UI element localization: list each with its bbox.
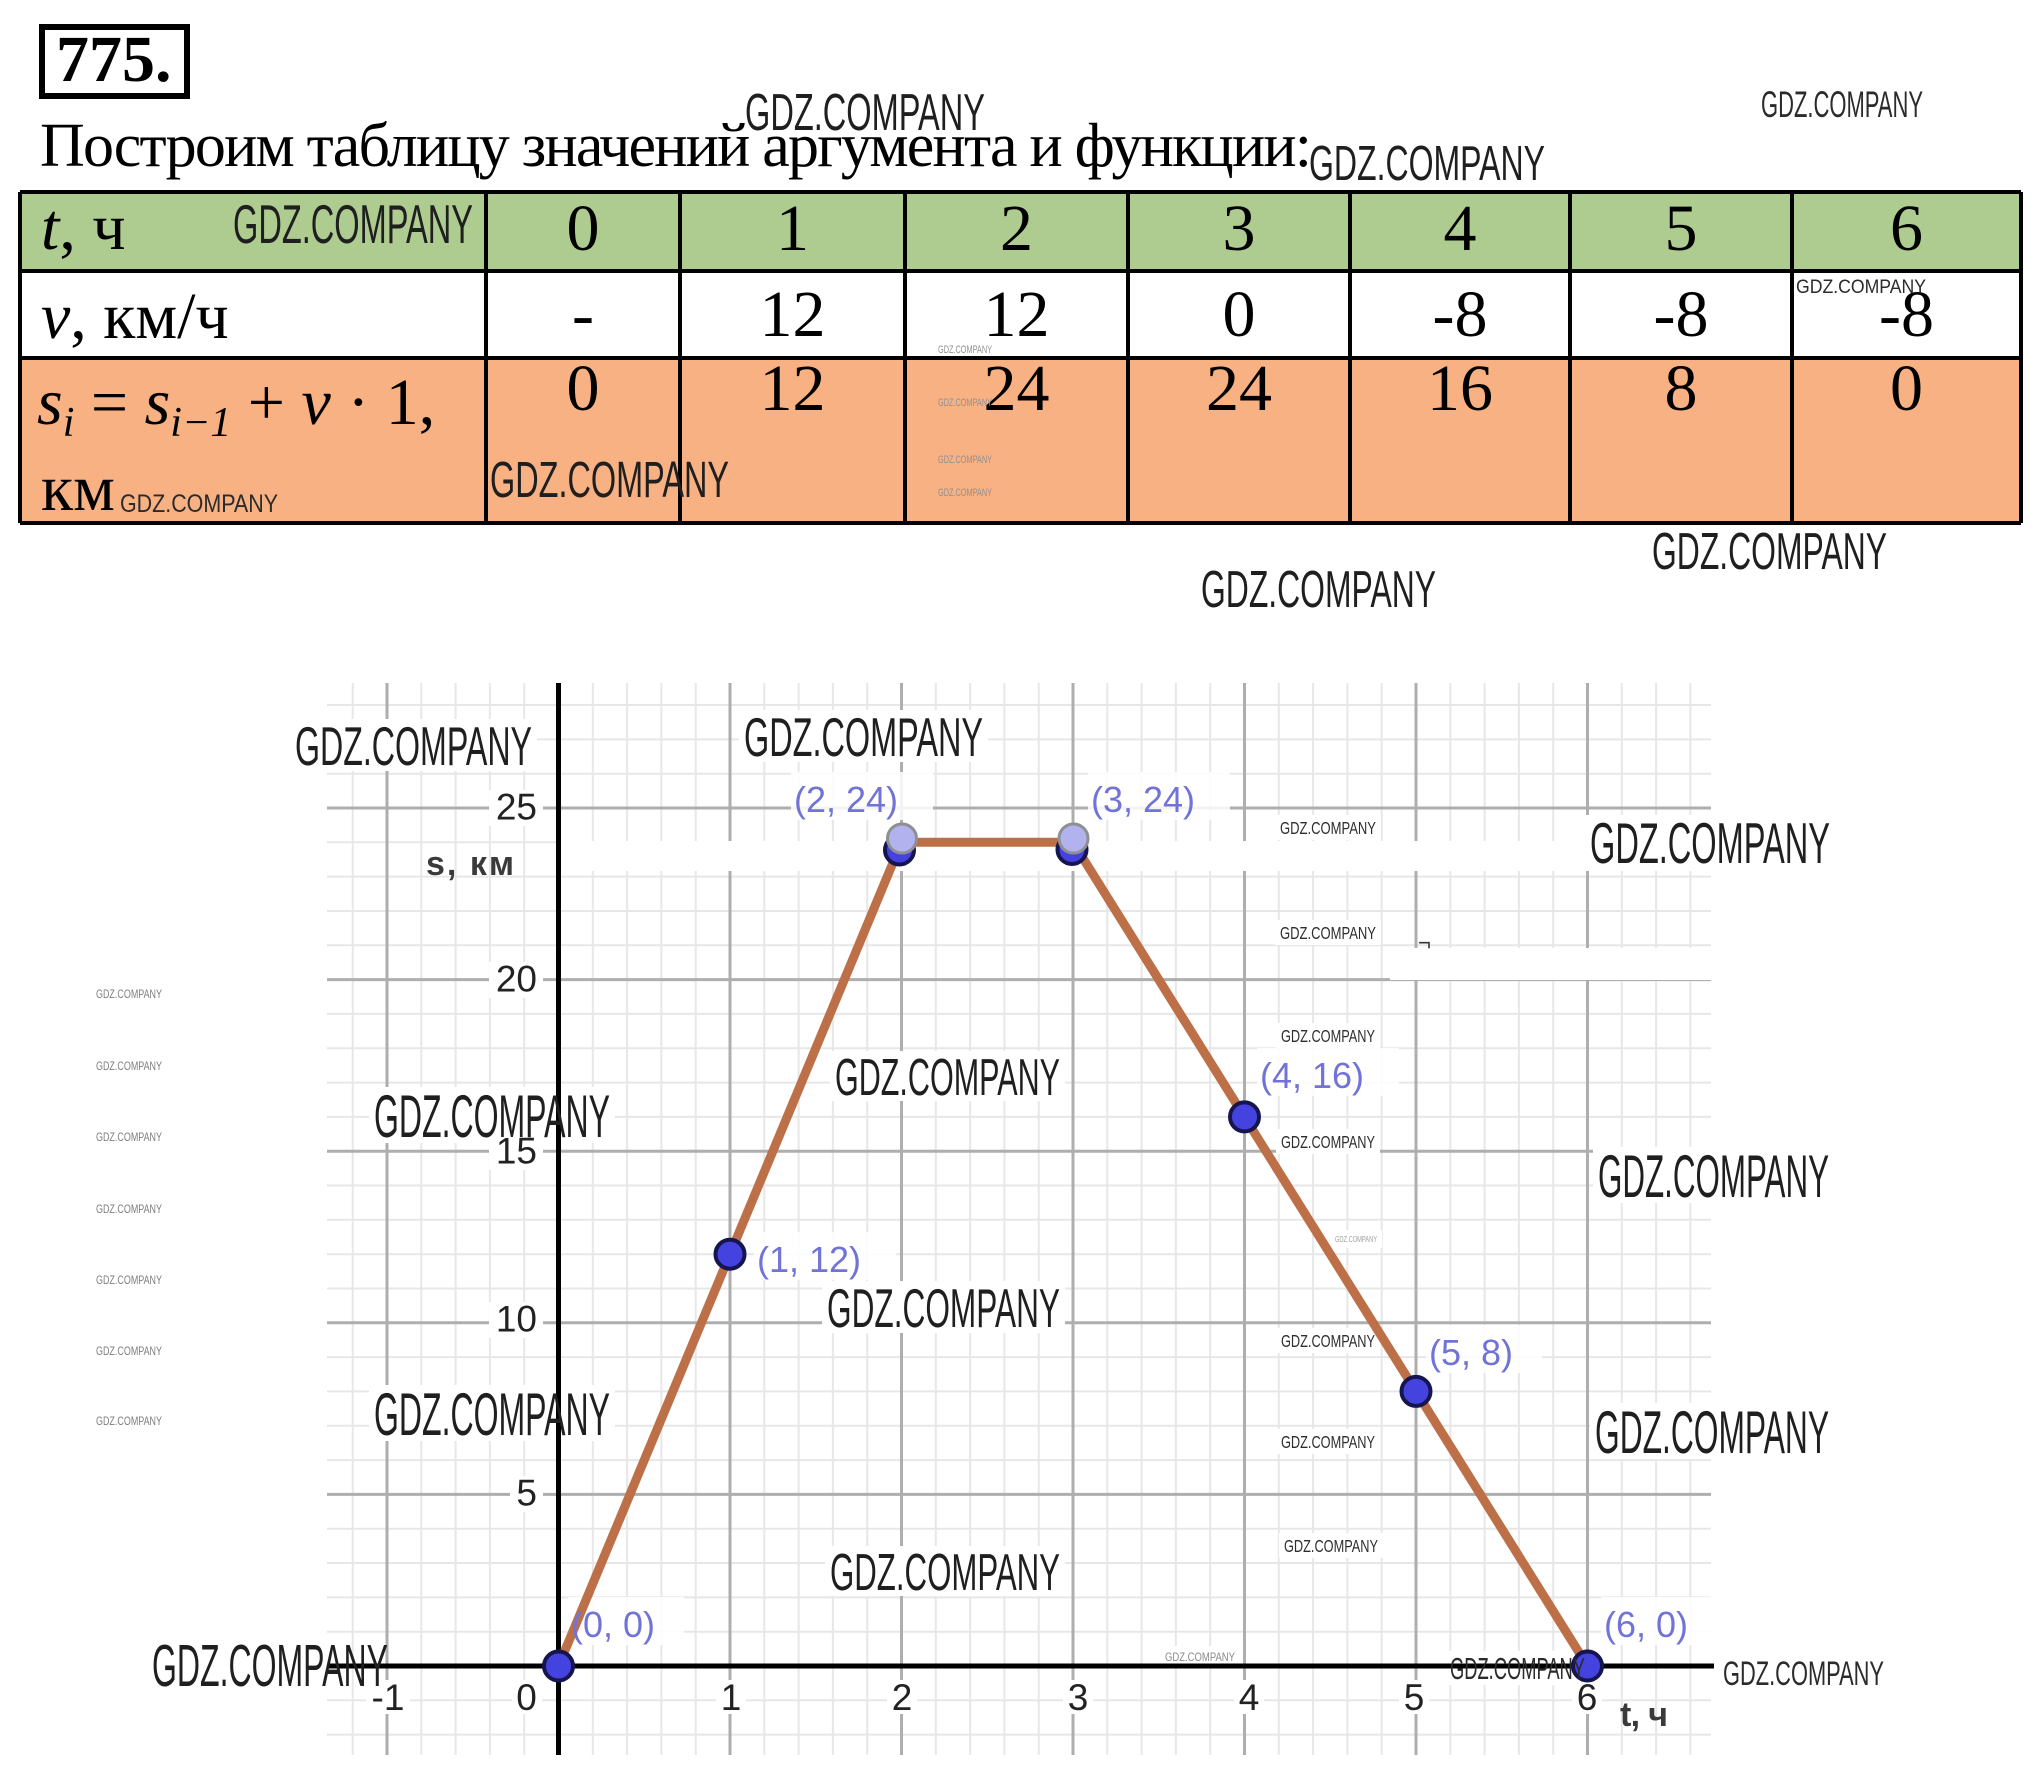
svg-text:775.: 775.: [56, 23, 172, 96]
svg-text:GDZ.COMPANY: GDZ.COMPANY: [96, 1344, 162, 1358]
svg-text:GDZ.COMPANY: GDZ.COMPANY: [1652, 523, 1887, 581]
svg-text:GDZ.COMPANY: GDZ.COMPANY: [1281, 1331, 1375, 1351]
svg-text:GDZ.COMPANY: GDZ.COMPANY: [1450, 1653, 1585, 1686]
svg-text:t, ч: t, ч: [41, 191, 126, 264]
svg-text:GDZ.COMPANY: GDZ.COMPANY: [1281, 1432, 1375, 1452]
svg-text:20: 20: [496, 959, 537, 1000]
svg-text:(6, 0): (6, 0): [1604, 1604, 1688, 1645]
svg-text:GDZ.COMPANY: GDZ.COMPANY: [938, 487, 992, 499]
svg-text:GDZ.COMPANY: GDZ.COMPANY: [1590, 812, 1830, 876]
svg-text:GDZ.COMPANY: GDZ.COMPANY: [938, 397, 992, 409]
svg-text:(0, 0): (0, 0): [571, 1604, 655, 1645]
svg-text:si = si−1 + v · 1,: si = si−1 + v · 1,: [37, 366, 435, 446]
svg-text:s, км: s, км: [426, 845, 514, 883]
svg-text:GDZ.COMPANY: GDZ.COMPANY: [1309, 136, 1545, 191]
svg-text:GDZ.COMPANY: GDZ.COMPANY: [1284, 1536, 1378, 1556]
svg-text:15: 15: [496, 1131, 537, 1172]
svg-text:GDZ.COMPANY: GDZ.COMPANY: [1761, 84, 1923, 125]
svg-text:3: 3: [1223, 192, 1256, 265]
svg-text:5: 5: [1404, 1677, 1425, 1718]
svg-text:12: 12: [984, 278, 1050, 351]
svg-text:GDZ.COMPANY: GDZ.COMPANY: [96, 1059, 162, 1073]
svg-text:GDZ.COMPANY: GDZ.COMPANY: [830, 1544, 1060, 1602]
svg-text:GDZ.COMPANY: GDZ.COMPANY: [233, 193, 473, 255]
svg-text:24: 24: [984, 352, 1050, 425]
svg-text:0: 0: [1890, 352, 1923, 425]
svg-text:0: 0: [567, 192, 600, 265]
svg-text:GDZ.COMPANY: GDZ.COMPANY: [1335, 1235, 1377, 1244]
svg-text:GDZ.COMPANY: GDZ.COMPANY: [1201, 561, 1436, 619]
svg-text:GDZ.COMPANY: GDZ.COMPANY: [295, 715, 532, 777]
svg-text:GDZ.COMPANY: GDZ.COMPANY: [1723, 1655, 1884, 1693]
svg-text:5: 5: [516, 1473, 537, 1514]
svg-text:12: 12: [760, 278, 826, 351]
svg-text:GDZ.COMPANY: GDZ.COMPANY: [96, 1202, 162, 1216]
svg-text:GDZ.COMPANY: GDZ.COMPANY: [744, 706, 983, 768]
svg-text:GDZ.COMPANY: GDZ.COMPANY: [96, 987, 162, 1001]
svg-text:GDZ.COMPANY: GDZ.COMPANY: [1165, 1650, 1235, 1664]
svg-text:t, ч: t, ч: [1620, 1696, 1668, 1734]
svg-text:(2, 24): (2, 24): [794, 779, 898, 820]
svg-text:1: 1: [721, 1677, 742, 1718]
svg-text:GDZ.COMPANY: GDZ.COMPANY: [835, 1049, 1060, 1107]
svg-text:2: 2: [892, 1677, 913, 1718]
svg-text:GDZ.COMPANY: GDZ.COMPANY: [1281, 1132, 1375, 1152]
svg-text:6: 6: [1577, 1677, 1598, 1718]
svg-text:0: 0: [1223, 278, 1256, 351]
svg-text:16: 16: [1427, 352, 1493, 425]
svg-text:(1, 12): (1, 12): [757, 1239, 861, 1280]
svg-text:¬: ¬: [1418, 930, 1431, 955]
svg-text:км: км: [41, 452, 115, 525]
svg-text:GDZ.COMPANY: GDZ.COMPANY: [1598, 1142, 1829, 1210]
svg-text:Построим таблицу значений аргу: Построим таблицу значений аргумента и фу…: [40, 112, 1312, 180]
svg-text:4: 4: [1444, 192, 1477, 265]
svg-text:GDZ.COMPANY: GDZ.COMPANY: [490, 451, 729, 508]
svg-text:(4, 16): (4, 16): [1260, 1055, 1364, 1096]
svg-text:(5, 8): (5, 8): [1429, 1332, 1513, 1373]
svg-text:4: 4: [1239, 1677, 1260, 1718]
svg-text:GDZ.COMPANY: GDZ.COMPANY: [96, 1273, 162, 1287]
svg-text:GDZ.COMPANY: GDZ.COMPANY: [938, 344, 992, 356]
svg-text:GDZ.COMPANY: GDZ.COMPANY: [96, 1130, 162, 1144]
svg-text:GDZ.COMPANY: GDZ.COMPANY: [96, 1414, 162, 1428]
svg-text:12: 12: [760, 352, 826, 425]
svg-text:3: 3: [1068, 1677, 1089, 1718]
svg-text:v, км/ч: v, км/ч: [41, 280, 229, 353]
svg-text:GDZ.COMPANY: GDZ.COMPANY: [1595, 1398, 1829, 1466]
svg-text:GDZ.COMPANY: GDZ.COMPANY: [1796, 277, 1926, 298]
svg-text:8: 8: [1665, 352, 1698, 425]
svg-text:25: 25: [496, 787, 537, 828]
svg-text:(3, 24): (3, 24): [1091, 779, 1195, 820]
svg-text:GDZ.COMPANY: GDZ.COMPANY: [120, 491, 278, 518]
svg-text:-8: -8: [1654, 278, 1709, 351]
svg-text:24: 24: [1206, 352, 1272, 425]
svg-text:GDZ.COMPANY: GDZ.COMPANY: [827, 1277, 1060, 1339]
svg-text:-1: -1: [372, 1677, 405, 1718]
svg-text:GDZ.COMPANY: GDZ.COMPANY: [1281, 1026, 1375, 1046]
svg-text:5: 5: [1665, 192, 1698, 265]
svg-text:GDZ.COMPANY: GDZ.COMPANY: [1280, 923, 1376, 943]
svg-text:-8: -8: [1433, 278, 1488, 351]
svg-text:10: 10: [496, 1299, 537, 1340]
svg-text:GDZ.COMPANY: GDZ.COMPANY: [374, 1082, 610, 1150]
svg-text:2: 2: [1000, 192, 1033, 265]
svg-text:0: 0: [567, 352, 600, 425]
svg-text:GDZ.COMPANY: GDZ.COMPANY: [374, 1380, 610, 1448]
svg-text:GDZ.COMPANY: GDZ.COMPANY: [1280, 818, 1376, 838]
svg-text:1: 1: [776, 192, 809, 265]
svg-text:GDZ.COMPANY: GDZ.COMPANY: [938, 454, 992, 466]
svg-text:GDZ.COMPANY: GDZ.COMPANY: [745, 84, 985, 142]
svg-text:-: -: [572, 278, 594, 351]
svg-text:GDZ.COMPANY: GDZ.COMPANY: [152, 1633, 388, 1699]
svg-text:-8: -8: [1879, 278, 1934, 351]
svg-text:0: 0: [516, 1677, 537, 1718]
svg-text:6: 6: [1890, 192, 1923, 265]
